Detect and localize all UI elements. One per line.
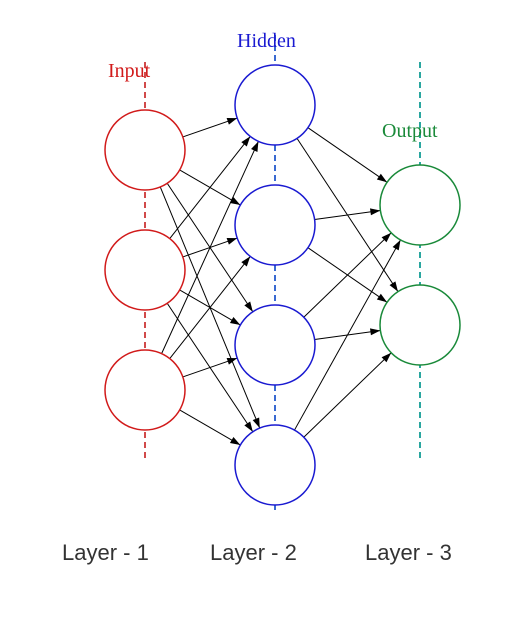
- arrowhead-icon: [227, 118, 238, 125]
- arrowhead-icon: [230, 437, 240, 445]
- hidden-node-1: [235, 185, 315, 265]
- input-title: Input: [108, 60, 150, 83]
- arrowhead-icon: [227, 238, 238, 245]
- edge: [308, 128, 387, 183]
- edge: [304, 233, 391, 317]
- hidden-node-0: [235, 65, 315, 145]
- hidden-node-3: [235, 425, 315, 505]
- input-node-1: [105, 230, 185, 310]
- arrowhead-icon: [227, 358, 238, 365]
- hidden-node-2: [235, 305, 315, 385]
- arrowhead-icon: [244, 421, 252, 431]
- edge: [180, 410, 241, 445]
- arrowhead-icon: [370, 328, 380, 335]
- layer-1-label: Layer - 1: [62, 540, 149, 566]
- output-node-0: [380, 165, 460, 245]
- output-node-1: [380, 285, 460, 365]
- arrowhead-icon: [393, 240, 401, 250]
- arrowhead-icon: [244, 301, 252, 311]
- arrowhead-icon: [241, 256, 250, 266]
- layer-3-label: Layer - 3: [365, 540, 452, 566]
- arrowhead-icon: [370, 208, 380, 215]
- edge: [304, 353, 391, 437]
- arrowhead-icon: [377, 294, 387, 303]
- arrowhead-icon: [241, 136, 250, 146]
- input-node-0: [105, 110, 185, 190]
- nn-diagram: { "diagram": { "type": "network", "viewp…: [0, 0, 520, 639]
- arrowhead-icon: [390, 281, 398, 291]
- input-node-2: [105, 350, 185, 430]
- output-title: Output: [382, 120, 438, 143]
- arrowhead-icon: [251, 141, 258, 152]
- arrowhead-icon: [377, 174, 387, 183]
- hidden-title: Hidden: [237, 30, 296, 53]
- arrowhead-icon: [253, 417, 260, 428]
- arrowhead-icon: [230, 317, 240, 325]
- layer-2-label: Layer - 2: [210, 540, 297, 566]
